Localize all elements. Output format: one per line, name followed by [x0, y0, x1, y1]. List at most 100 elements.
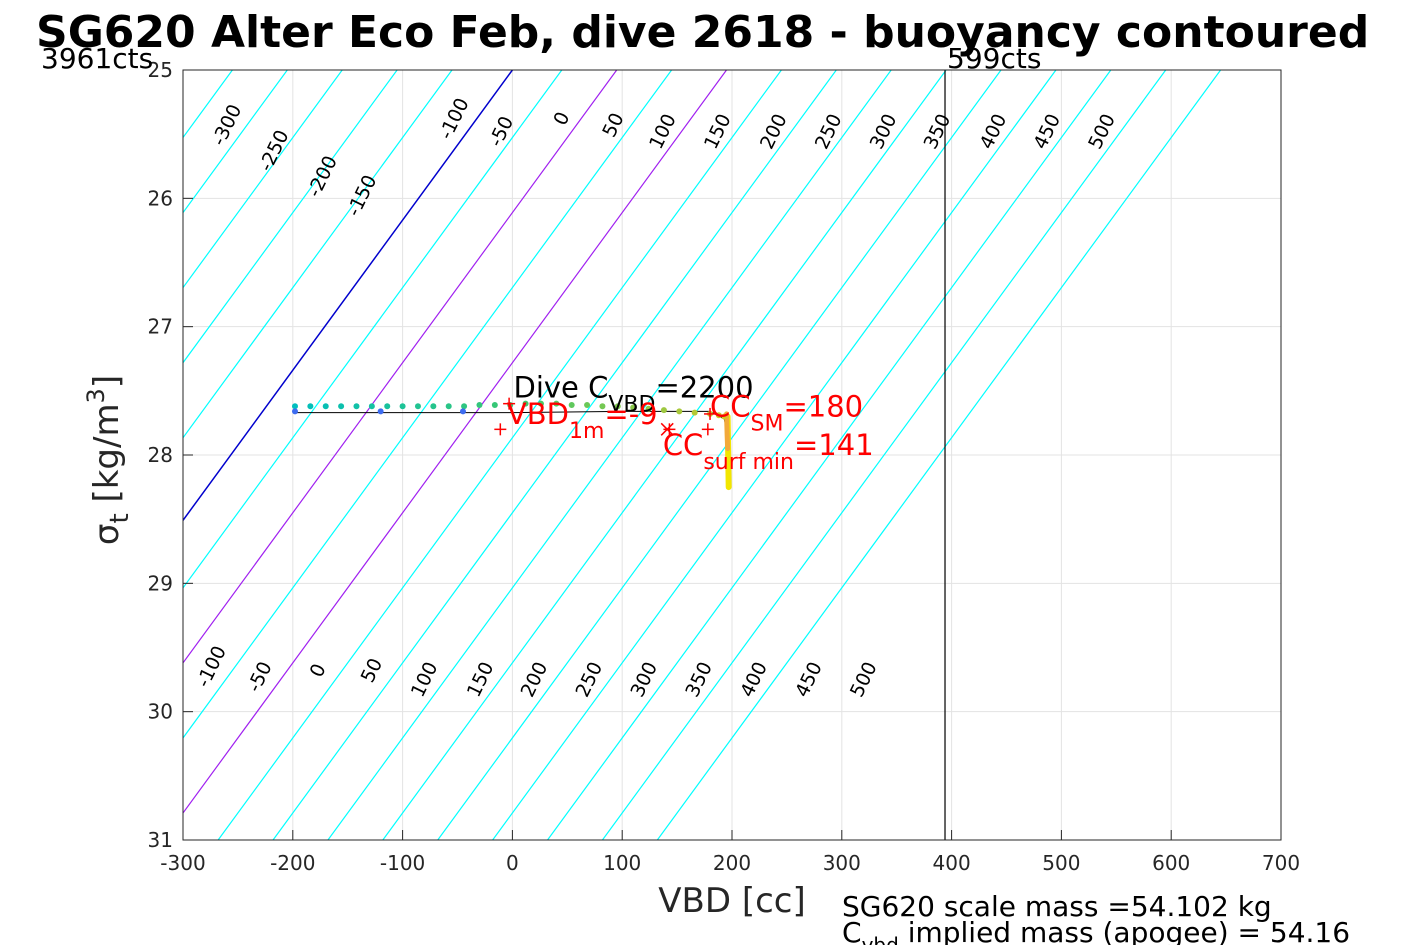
- dive-point: [676, 408, 683, 415]
- vbd-1m-label: VBD1m=-9: [507, 397, 658, 444]
- dive-point: [414, 403, 421, 410]
- y-tick-label: 25: [148, 58, 173, 82]
- y-tick-label: 26: [148, 186, 173, 210]
- contour-line: [183, 70, 673, 739]
- cc-surf-min-label-prefix: CC: [663, 428, 704, 462]
- dive-point: [568, 401, 575, 408]
- dive-cvbd-label-suffix: =2200: [655, 370, 753, 404]
- dive-point: [307, 403, 314, 410]
- climb-point: [459, 408, 466, 415]
- contour-line: [656, 70, 1222, 840]
- apogee-segment-top: [724, 411, 731, 452]
- climb-point: [377, 408, 384, 415]
- contour-line: [183, 70, 288, 214]
- dive-point: [537, 400, 544, 407]
- dive-cvbd-label: Dive CVBD=2200: [513, 370, 753, 417]
- dive-point: [445, 403, 452, 410]
- x-tick-label: 700: [1262, 851, 1300, 875]
- footer-implied-rest: implied mass (apogee) = 54.16: [899, 916, 1350, 945]
- dive-point: [691, 409, 698, 416]
- footer-implied-sub: vbd: [862, 933, 899, 945]
- axis-ticks: -300 -200 -100 0 100 200 300 400 500 600 700 25 26 27…: [148, 58, 1301, 875]
- x-tick-label: 200: [713, 851, 751, 875]
- grid-lines: [183, 70, 1281, 840]
- dive-point: [353, 403, 360, 410]
- y-axis-label-sigma: σ: [87, 524, 127, 546]
- x-axis-label: VBD [cc]: [658, 881, 806, 921]
- contour-line: [437, 70, 1002, 840]
- dive-point: [491, 401, 498, 408]
- y-axis-label-sup: 3: [82, 388, 110, 403]
- dive-point: [630, 404, 637, 411]
- y-tick-label: 27: [148, 315, 173, 339]
- x-tick-label: 600: [1152, 851, 1190, 875]
- dive-point: [522, 400, 529, 407]
- y-tick-label: 28: [148, 443, 173, 467]
- contour-line: [183, 70, 343, 289]
- dive-cvbd-label-sub: VBD: [608, 392, 655, 417]
- chart-title: SG620 Alter Eco Feb, dive 2618 - buoyanc…: [36, 7, 1369, 58]
- dive-point: [476, 401, 483, 408]
- y-axis-label: σt [kg/m3]: [82, 375, 135, 545]
- contour-line: [272, 70, 837, 840]
- dive-point: [553, 400, 560, 407]
- vbd-1m-label-prefix: VBD: [507, 397, 569, 431]
- x-tick-label: -200: [270, 851, 315, 875]
- dive-point: [399, 403, 406, 410]
- footer-implied-c: C: [842, 916, 862, 945]
- contour-line: [183, 70, 453, 439]
- vbd-1m-label-sub: 1m: [569, 419, 604, 444]
- contour-line: [183, 70, 514, 522]
- corner-left-label: 3961cts: [41, 42, 153, 75]
- x-marker: [660, 422, 674, 436]
- cc-surf-min-label-suffix: =141: [794, 428, 874, 462]
- cc-sm-label-suffix: =180: [783, 390, 863, 424]
- contour-line: [183, 70, 618, 664]
- cc-sm-label: CCSM=180: [710, 390, 863, 437]
- contour-line: [547, 70, 1112, 840]
- dive-point: [645, 405, 652, 412]
- dive-point: [338, 403, 345, 410]
- corner-right-label: 599cts: [947, 42, 1041, 75]
- dive-point: [322, 403, 329, 410]
- cc-sm-label-sub: SM: [751, 412, 784, 437]
- y-tick-label: 29: [148, 571, 173, 595]
- dive-point: [368, 403, 375, 410]
- vbd-1m-label-suffix: =-9: [604, 397, 657, 431]
- x-tick-label: -300: [160, 851, 205, 875]
- climb-point: [291, 408, 298, 415]
- contour-line: [382, 70, 947, 840]
- x-tick-label: 100: [603, 851, 641, 875]
- x-tick-label: 400: [933, 851, 971, 875]
- dive-point: [721, 413, 728, 420]
- dive-point: [384, 403, 391, 410]
- x-tick-label: 300: [823, 851, 861, 875]
- contour-line: [183, 70, 727, 814]
- series-layer: [291, 70, 946, 840]
- cc-surf-min-label-sub: surf min: [703, 450, 794, 475]
- cc-sm-label-prefix: CC: [710, 390, 751, 424]
- contour-line: [183, 70, 398, 364]
- footer-mass: SG620 scale mass =54.102 kg: [842, 890, 1272, 923]
- contour-line: [492, 70, 1057, 840]
- y-axis-label-unit: [kg/m: [87, 403, 127, 513]
- x-tick-label: 0: [506, 851, 519, 875]
- y-tick-label: 30: [148, 700, 173, 724]
- dive-point: [430, 403, 437, 410]
- contour-line: [217, 70, 782, 840]
- y-axis-label-close: ]: [87, 375, 127, 388]
- x-tick-label: 500: [1042, 851, 1080, 875]
- x-tick-label: -100: [380, 851, 425, 875]
- dive-cvbd-label-prefix: Dive C: [513, 370, 608, 404]
- dive-point: [614, 403, 621, 410]
- dive-point: [715, 412, 722, 419]
- contour-lines: [183, 70, 1222, 840]
- contour-line: [327, 70, 892, 840]
- contour-line: [183, 70, 563, 589]
- dive-point: [461, 403, 468, 410]
- dive-point: [291, 403, 298, 410]
- dive-point: [584, 401, 591, 408]
- dive-point: [660, 407, 667, 414]
